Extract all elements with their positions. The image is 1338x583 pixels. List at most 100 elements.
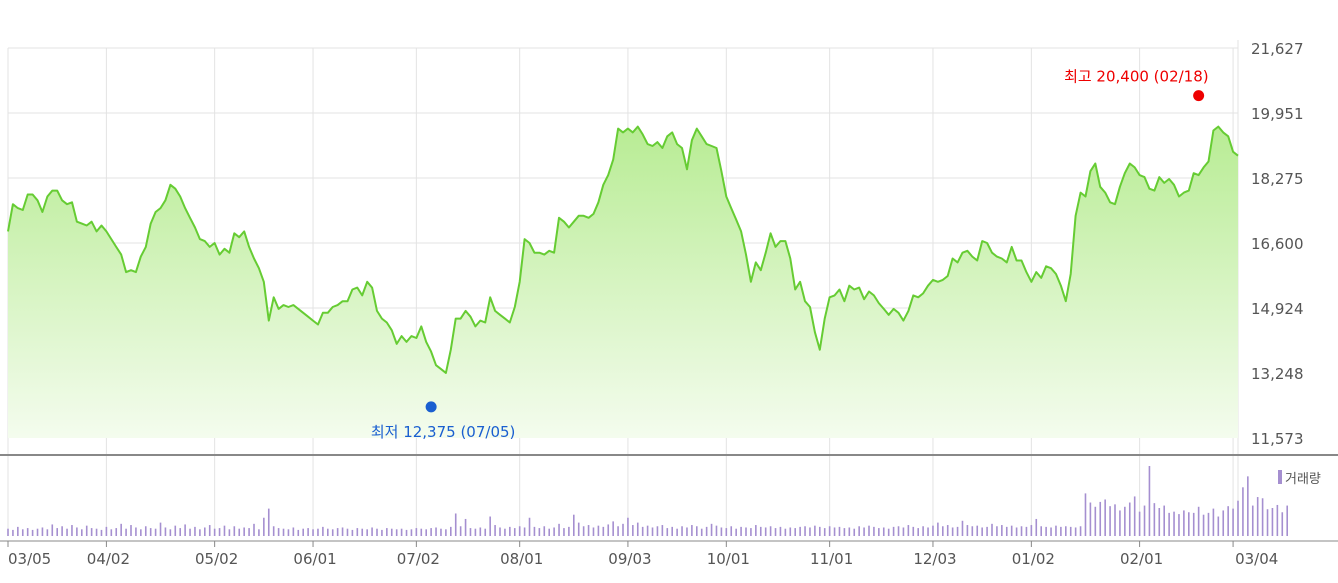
volume-bar [1202, 514, 1205, 536]
volume-bar [1192, 512, 1195, 536]
volume-bar [833, 527, 836, 536]
volume-bar [26, 528, 29, 536]
volume-bar [194, 526, 196, 536]
volume-bar [223, 525, 226, 536]
volume-bar [927, 527, 929, 536]
x-tick-label: 05/02 [195, 550, 238, 568]
volume-bar [828, 526, 831, 536]
volume-bar [115, 528, 118, 536]
volume-bar [189, 528, 191, 536]
volume-bar [976, 525, 979, 536]
volume-bar [464, 518, 467, 536]
volume-bar [17, 526, 19, 536]
volume-bar [445, 529, 447, 536]
volume-bar [459, 526, 462, 536]
volume-bar [1251, 505, 1254, 536]
volume-bar [1050, 527, 1052, 536]
volume-bar [966, 525, 969, 536]
volume-bar [125, 528, 127, 536]
volume-bar [759, 526, 762, 536]
volume-bar [509, 526, 511, 536]
volume-bar [651, 527, 654, 536]
volume-bar [937, 522, 939, 536]
volume-bar [686, 527, 688, 536]
volume-bar [435, 527, 437, 536]
volume-bar [174, 525, 177, 536]
volume-bar [592, 527, 595, 536]
volume-bar [1133, 496, 1136, 536]
x-tick-label: 03/05 [8, 550, 51, 568]
volume-bar [676, 528, 678, 536]
volume-bar [71, 525, 73, 536]
x-tick-label: 02/01 [1120, 550, 1163, 568]
volume-legend-label: 거래량 [1285, 472, 1321, 487]
volume-bar [882, 527, 885, 536]
volume-bar [105, 526, 108, 536]
volume-bar [1035, 518, 1038, 536]
volume-bar [779, 526, 782, 536]
volume-bar [951, 527, 954, 536]
volume-bar [169, 529, 172, 536]
volume-bar [302, 528, 304, 536]
volume-bar [646, 525, 649, 536]
volume-bar [1005, 526, 1008, 536]
volume-bar [671, 526, 673, 536]
volume-bar [725, 528, 728, 536]
volume-bar [51, 524, 54, 536]
volume-bar [641, 526, 644, 536]
volume-bar [868, 525, 870, 536]
volume-bar [917, 528, 919, 536]
volume-bar [696, 526, 698, 536]
volume-bar [912, 526, 915, 536]
price-tick-label: 14,924 [1251, 300, 1304, 318]
volume-bar [282, 528, 285, 536]
volume-bar [543, 526, 546, 536]
volume-bar [454, 513, 457, 536]
volume-bar [1001, 525, 1003, 536]
volume-bar [784, 528, 787, 536]
volume-bar [1104, 499, 1106, 536]
volume-bar [390, 528, 393, 536]
volume-bar [745, 527, 747, 536]
volume-bar [1232, 508, 1234, 536]
volume-bar [942, 526, 944, 536]
price-tick-label: 13,248 [1251, 365, 1304, 383]
low-annotation: 최저 12,375 (07/05) [371, 423, 516, 441]
volume-bar [582, 526, 585, 536]
volume-bar [538, 528, 541, 536]
high-marker [1193, 90, 1205, 102]
volume-bar [1040, 526, 1042, 536]
volume-bar [873, 526, 875, 536]
volume-bar [120, 523, 122, 536]
volume-bar [159, 522, 162, 536]
volume-bar [838, 526, 841, 536]
volume-bar [277, 528, 280, 536]
volume-bar [1138, 511, 1141, 536]
volume-bar [258, 529, 260, 536]
volume-bar [341, 527, 344, 536]
volume-bar [1227, 506, 1229, 536]
volume-bar [31, 529, 34, 536]
x-tick-label: 08/01 [500, 550, 543, 568]
price-tick-label: 16,600 [1251, 235, 1304, 253]
volume-bar [1089, 502, 1092, 536]
volume-bar [1163, 505, 1165, 536]
volume-bar [705, 526, 708, 536]
volume-bar [489, 516, 491, 536]
volume-bar [7, 528, 9, 536]
volume-bar [843, 528, 846, 536]
volume-bar [440, 528, 442, 536]
volume-bar [996, 526, 998, 536]
volume-bar [863, 527, 865, 536]
volume-bar [573, 514, 575, 536]
volume-bar [85, 525, 88, 536]
volume-bar [1153, 503, 1156, 536]
volume-bar [248, 528, 250, 536]
volume-bar [56, 528, 58, 536]
volume-bar [46, 529, 49, 536]
volume-bar [681, 526, 683, 536]
volume-bar [1158, 508, 1161, 536]
x-tick-label: 03/04 [1235, 550, 1278, 568]
x-tick-label: 09/03 [608, 550, 651, 568]
volume-bar [971, 526, 974, 536]
